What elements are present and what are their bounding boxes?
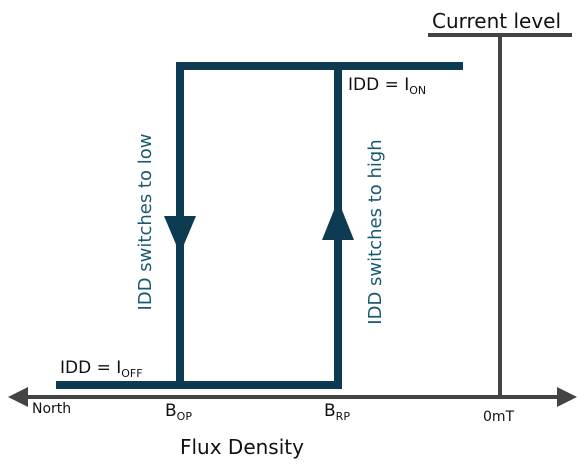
state-off: IDD = IOFF [60,358,143,380]
arrow-down [164,216,196,254]
threshold-rp-sub: RP [336,410,351,423]
threshold-rp: BRP [324,401,350,423]
x-label: Flux Density [180,435,304,459]
transition-low: IDD switches to low [135,134,156,311]
arrow-left [8,387,28,407]
state-on: IDD = ION [348,75,426,97]
threshold-rp-symbol: B [324,401,336,421]
y-label: Current level [432,9,561,33]
state-on-text: IDD = I [348,75,409,95]
arrow-up [322,200,354,240]
transition-high: IDD switches to high [365,139,386,324]
state-on-sub: ON [409,84,426,97]
state-off-text: IDD = I [60,358,121,378]
threshold-op-sub: OP [177,410,193,423]
threshold-op-symbol: B [165,401,177,421]
loop [56,62,463,389]
threshold-op: BOP [165,401,192,423]
state-off-sub: OFF [121,367,142,380]
loop-top [176,62,463,385]
north-label: North [32,401,71,417]
arrow-right [557,387,577,407]
zero-label: 0mT [483,409,515,425]
